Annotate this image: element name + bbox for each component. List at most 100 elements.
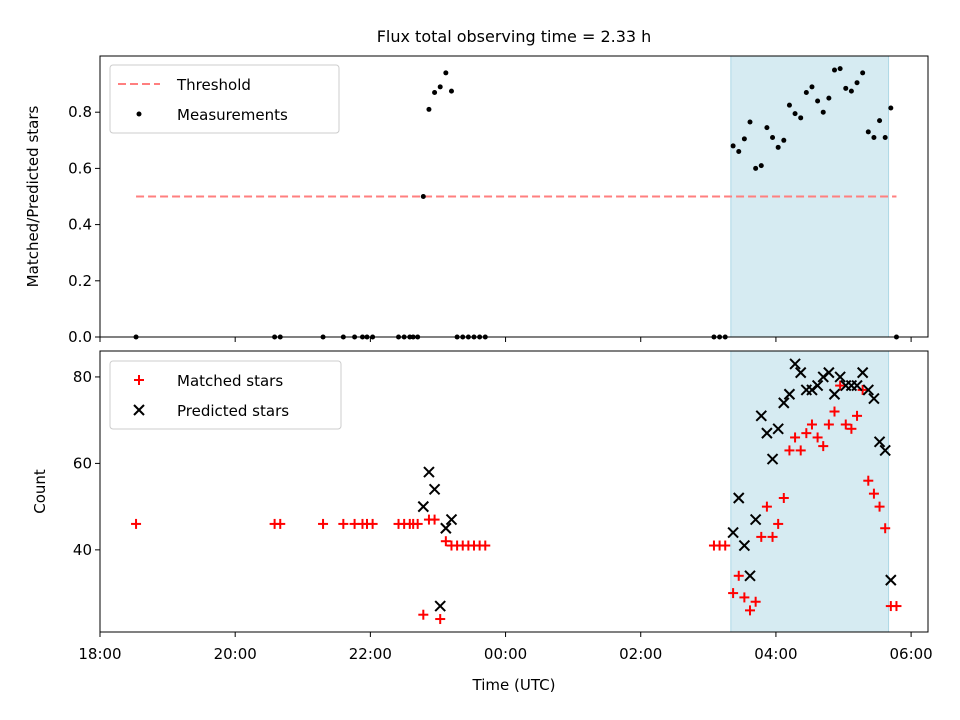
x-tick-label: 02:00	[619, 645, 662, 663]
matched-star-marker	[790, 432, 801, 443]
matched-star-marker	[823, 419, 834, 430]
y-tick-label: 0.6	[68, 159, 92, 177]
matched-star-marker	[429, 514, 440, 525]
bottom-legend: Matched stars Predicted stars	[109, 360, 342, 430]
y-tick-label: 60	[73, 454, 92, 472]
matched-star-marker	[728, 588, 739, 599]
measurement-point	[826, 95, 832, 101]
bottom-y-axis-label: Count	[31, 469, 49, 514]
bottom-x-axis: 18:00 20:00 22:00 00:00 02:00 04:00 06:00	[78, 632, 933, 663]
legend-matched-swatch	[134, 375, 144, 385]
matched-star-marker	[435, 614, 446, 625]
matched-star-marker	[367, 518, 378, 529]
predicted-star-marker	[766, 453, 779, 465]
predicted-star-marker	[856, 366, 869, 379]
legend-measurements-label: Measurements	[177, 106, 288, 124]
matched-star-marker	[846, 423, 857, 434]
bottom-markers	[131, 358, 902, 625]
measurement-point	[831, 67, 837, 73]
measurement-point	[888, 105, 894, 111]
matched-star-marker	[840, 419, 851, 430]
matched-star-marker	[801, 428, 812, 439]
matched-star-marker	[880, 523, 891, 534]
measurement-point	[741, 136, 747, 142]
predicted-star-marker	[879, 444, 891, 457]
predicted-star-marker	[885, 574, 897, 586]
measurement-point	[747, 119, 753, 125]
matched-star-marker	[874, 501, 885, 512]
measurement-point	[792, 111, 798, 117]
measurement-point	[798, 115, 804, 121]
measurement-point	[758, 163, 764, 169]
matched-star-marker	[852, 410, 863, 421]
legend-threshold-label: Threshold	[176, 76, 251, 94]
matched-star-marker	[773, 518, 784, 529]
predicted-star-marker	[423, 466, 435, 478]
measurement-point	[820, 109, 826, 115]
legend-matched-label: Matched stars	[177, 372, 283, 390]
measurement-point	[848, 88, 854, 94]
matched-star-marker	[750, 596, 761, 607]
predicted-star-marker	[862, 384, 875, 396]
predicted-star-marker	[811, 379, 824, 392]
predicted-star-marker	[744, 570, 756, 582]
legend-predicted-label: Predicted stars	[177, 402, 289, 420]
predicted-star-marker	[851, 379, 863, 392]
measurement-point	[860, 70, 866, 76]
matched-star-marker	[720, 540, 731, 551]
top-legend: Threshold Measurements	[109, 64, 340, 134]
matched-star-marker	[784, 445, 795, 456]
matched-star-marker	[745, 605, 756, 616]
legend-measurements-swatch	[136, 111, 142, 117]
x-tick-label: 06:00	[889, 645, 932, 663]
matched-star-marker	[480, 540, 491, 551]
predicted-star-marker	[445, 513, 458, 526]
y-tick-label: 80	[73, 368, 92, 386]
y-tick-label: 0.4	[68, 216, 92, 234]
bottom-y-axis: 40 60 80	[73, 368, 100, 559]
measurement-point	[764, 125, 770, 131]
predicted-star-marker	[749, 513, 762, 526]
bottom-shaded-interval	[730, 350, 890, 633]
matched-star-marker	[318, 518, 329, 529]
matched-star-marker	[275, 518, 286, 529]
matched-star-marker	[806, 419, 817, 430]
x-tick-label: 04:00	[754, 645, 797, 663]
measurement-point	[877, 118, 883, 124]
y-tick-label: 0.8	[68, 103, 92, 121]
measurement-point	[753, 165, 759, 171]
predicted-star-marker	[778, 397, 790, 409]
predicted-star-marker	[783, 388, 796, 400]
measurement-point	[865, 129, 871, 135]
predicted-star-marker	[823, 366, 835, 379]
measurement-point	[837, 66, 843, 72]
measurement-point	[420, 194, 426, 199]
top-measurements	[133, 66, 899, 340]
predicted-star-marker	[727, 526, 739, 539]
predicted-star-marker	[428, 483, 441, 496]
predicted-star-marker	[733, 492, 745, 504]
measurement-point	[781, 137, 787, 143]
measurement-point	[775, 144, 781, 150]
measurement-point	[786, 102, 792, 108]
top-y-axis-label: Matched/Predicted stars	[24, 106, 42, 288]
x-axis-label: Time (UTC)	[472, 676, 556, 694]
x-tick-label: 18:00	[78, 645, 121, 663]
measurement-point	[736, 149, 742, 155]
y-tick-label: 0.0	[68, 328, 92, 346]
measurement-point	[432, 90, 438, 96]
measurement-point	[443, 70, 449, 76]
bottom-axes-frame	[99, 350, 929, 633]
chart-title: Flux total observing time = 2.33 h	[377, 27, 652, 46]
top-x-axis-ticks	[99, 337, 912, 342]
legend-predicted-swatch	[133, 404, 145, 416]
bottom-panel: 40 60 80 18:00 20:00 22:00 00:00 02:00 04:00 06:…	[31, 350, 933, 694]
x-tick-label: 00:00	[484, 645, 527, 663]
predicted-star-marker	[772, 423, 784, 435]
x-tick-label: 22:00	[349, 645, 392, 663]
matched-star-marker	[835, 380, 846, 391]
measurement-point	[770, 134, 776, 140]
matched-star-marker	[761, 501, 772, 512]
x-tick-label: 20:00	[214, 645, 257, 663]
measurement-point	[730, 143, 736, 149]
